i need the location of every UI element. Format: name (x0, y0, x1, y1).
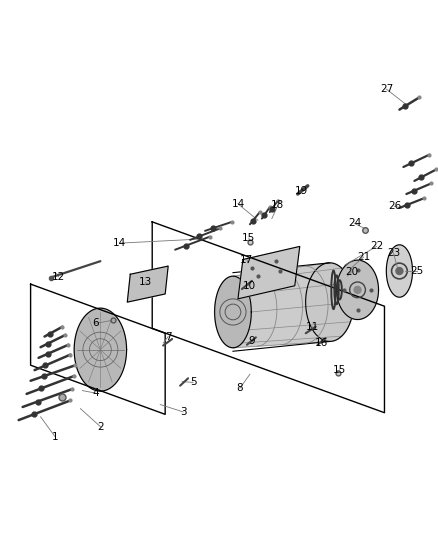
Text: 17: 17 (240, 255, 254, 264)
Text: 6: 6 (92, 318, 99, 328)
Polygon shape (238, 246, 300, 299)
Polygon shape (386, 245, 413, 297)
Text: 1: 1 (52, 432, 59, 442)
Text: 25: 25 (411, 266, 424, 276)
Circle shape (354, 286, 361, 293)
Text: 15: 15 (242, 233, 255, 243)
Text: 14: 14 (113, 238, 126, 248)
Text: 13: 13 (138, 278, 152, 287)
Text: 14: 14 (231, 199, 244, 209)
Polygon shape (127, 266, 168, 302)
Text: 20: 20 (345, 267, 358, 277)
Polygon shape (215, 276, 251, 348)
Text: 7: 7 (165, 332, 171, 342)
Polygon shape (337, 260, 378, 320)
Text: 8: 8 (237, 383, 243, 393)
Text: 27: 27 (380, 84, 393, 94)
Text: 10: 10 (242, 281, 255, 290)
Text: 19: 19 (295, 185, 308, 196)
Text: 9: 9 (249, 336, 255, 346)
Text: 18: 18 (271, 200, 284, 211)
Text: 15: 15 (333, 365, 346, 375)
Text: 23: 23 (387, 248, 400, 258)
Polygon shape (233, 263, 353, 348)
Text: 16: 16 (315, 338, 328, 348)
Text: 21: 21 (357, 252, 370, 262)
Text: 3: 3 (180, 407, 187, 417)
Text: 22: 22 (370, 241, 383, 252)
Polygon shape (306, 263, 353, 342)
Circle shape (396, 268, 403, 274)
Text: 5: 5 (190, 377, 196, 387)
Text: 26: 26 (388, 201, 401, 211)
Text: 24: 24 (348, 219, 361, 229)
Text: 12: 12 (52, 272, 65, 282)
Text: 4: 4 (92, 388, 99, 398)
Text: 2: 2 (97, 422, 104, 432)
Polygon shape (74, 308, 127, 391)
Text: 11: 11 (306, 322, 319, 332)
